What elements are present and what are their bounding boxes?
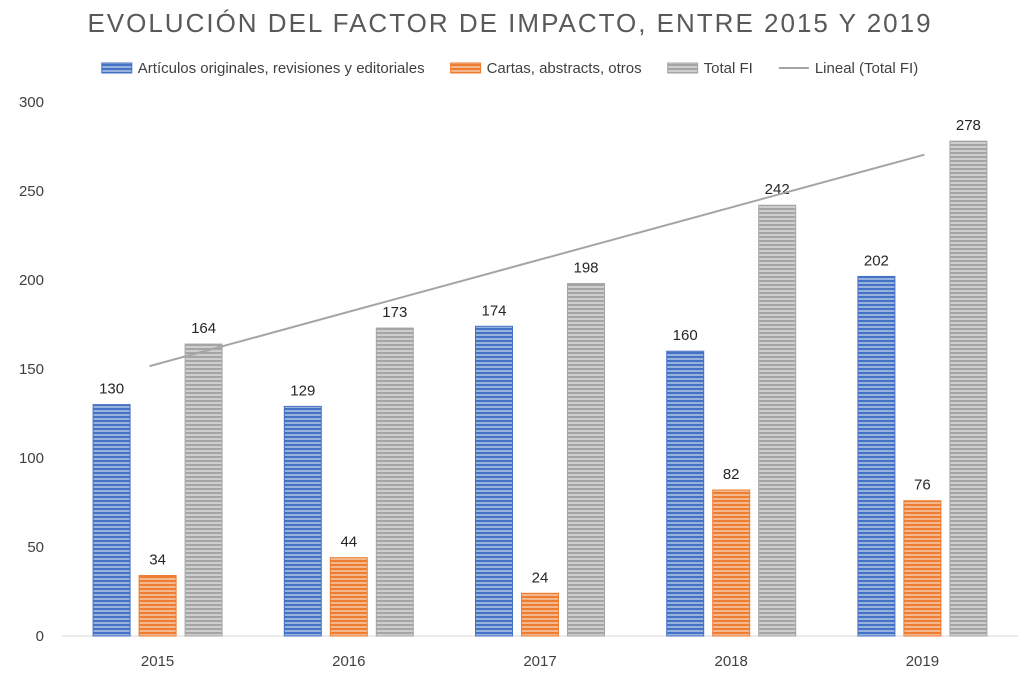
y-tick-label: 0 bbox=[36, 628, 44, 645]
bar bbox=[712, 489, 751, 637]
legend-entry: Lineal (Total FI) bbox=[815, 60, 918, 77]
data-label: 173 bbox=[382, 304, 407, 321]
bar bbox=[903, 500, 942, 637]
data-label: 278 bbox=[956, 117, 981, 134]
data-label: 129 bbox=[290, 382, 315, 399]
trendline bbox=[149, 153, 925, 368]
bar bbox=[475, 325, 513, 637]
bar bbox=[184, 343, 223, 637]
data-label: 82 bbox=[723, 466, 740, 483]
data-label: 174 bbox=[481, 302, 506, 319]
y-tick-label: 50 bbox=[27, 539, 44, 556]
y-tick-label: 150 bbox=[19, 361, 44, 378]
x-tick-label: 2016 bbox=[332, 653, 365, 670]
legend-entry: Total FI bbox=[704, 60, 753, 77]
bar bbox=[329, 557, 368, 637]
bar bbox=[283, 405, 322, 637]
data-label: 198 bbox=[573, 260, 598, 277]
x-tick-label: 2017 bbox=[523, 653, 556, 670]
legend-swatch bbox=[450, 62, 482, 74]
data-label: 24 bbox=[532, 569, 549, 586]
y-tick-label: 250 bbox=[19, 183, 44, 200]
bar bbox=[758, 204, 797, 637]
x-tick-label: 2019 bbox=[906, 653, 939, 670]
bar bbox=[92, 404, 131, 637]
bar bbox=[138, 574, 177, 637]
chart-title: EVOLUCIÓN DEL FACTOR DE IMPACTO, ENTRE 2… bbox=[87, 8, 933, 38]
legend-swatch bbox=[101, 62, 133, 74]
data-label: 164 bbox=[191, 320, 216, 337]
bar bbox=[375, 327, 414, 637]
y-tick-label: 300 bbox=[19, 94, 44, 111]
y-tick-label: 200 bbox=[19, 272, 44, 289]
bar bbox=[567, 283, 605, 637]
x-tick-label: 2015 bbox=[141, 653, 174, 670]
legend-entry: Cartas, abstracts, otros bbox=[487, 60, 642, 77]
legend-entry: Artículos originales, revisiones y edito… bbox=[138, 60, 425, 77]
data-label: 160 bbox=[673, 327, 698, 344]
bar bbox=[666, 350, 705, 637]
bar bbox=[949, 140, 988, 637]
data-label: 202 bbox=[864, 252, 889, 269]
data-label: 130 bbox=[99, 381, 124, 398]
legend-swatch bbox=[667, 62, 699, 74]
y-tick-label: 100 bbox=[19, 450, 44, 467]
bar bbox=[857, 275, 896, 637]
data-label: 44 bbox=[340, 534, 357, 551]
data-label: 34 bbox=[149, 551, 166, 568]
x-tick-label: 2018 bbox=[715, 653, 748, 670]
data-label: 76 bbox=[914, 477, 931, 494]
bar bbox=[521, 592, 559, 637]
